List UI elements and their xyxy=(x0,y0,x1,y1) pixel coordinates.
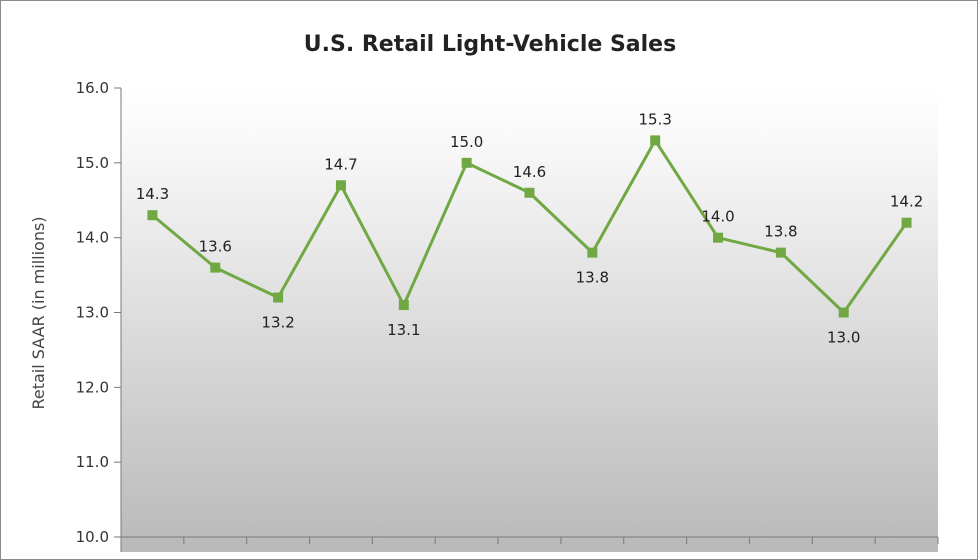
x-axis xyxy=(120,536,939,544)
data-point xyxy=(273,292,284,303)
y-tick-label: 10.0 xyxy=(76,528,109,546)
y-tick-label: 14.0 xyxy=(76,229,109,247)
data-point xyxy=(650,135,661,146)
data-point xyxy=(524,187,535,198)
y-tick-label: 11.0 xyxy=(76,453,109,471)
y-tick-label: 13.0 xyxy=(76,304,109,322)
data-label: 14.2 xyxy=(890,193,923,211)
data-label: 13.0 xyxy=(827,329,860,347)
data-point xyxy=(713,232,724,243)
data-label: 13.8 xyxy=(576,269,609,287)
y-axis: 10.0 11.0 12.0 13.0 14.0 15.0 16.0 xyxy=(76,79,122,552)
data-point xyxy=(775,247,786,258)
y-tick-label: 12.0 xyxy=(76,378,109,396)
data-label: 15.0 xyxy=(450,133,483,151)
data-point xyxy=(838,307,849,318)
y-tick-label: 15.0 xyxy=(76,154,109,172)
data-label: 15.3 xyxy=(638,110,671,128)
y-axis-title: Retail SAAR (in millions) xyxy=(29,216,48,409)
plot-area xyxy=(121,88,938,552)
data-label: 14.0 xyxy=(701,208,734,226)
y-tick-label: 16.0 xyxy=(76,79,109,97)
chart-title: U.S. Retail Light-Vehicle Sales xyxy=(303,32,677,57)
data-point xyxy=(335,180,346,191)
data-point xyxy=(587,247,598,258)
data-point xyxy=(210,262,221,273)
data-label: 13.6 xyxy=(199,238,232,256)
data-label: 13.1 xyxy=(387,321,420,339)
data-point xyxy=(147,210,158,221)
data-label: 13.8 xyxy=(764,223,797,241)
data-label: 14.7 xyxy=(324,155,357,173)
data-label: 13.2 xyxy=(261,314,294,332)
data-point xyxy=(398,300,409,311)
data-label: 14.3 xyxy=(136,185,169,203)
data-label: 14.6 xyxy=(513,163,546,181)
data-point xyxy=(901,217,912,228)
series-sales xyxy=(147,135,912,318)
data-point xyxy=(461,157,472,168)
data-labels: 14.3 13.6 13.2 14.7 13.1 15.0 14.6 13.8 15.3 14.0… xyxy=(136,110,924,346)
